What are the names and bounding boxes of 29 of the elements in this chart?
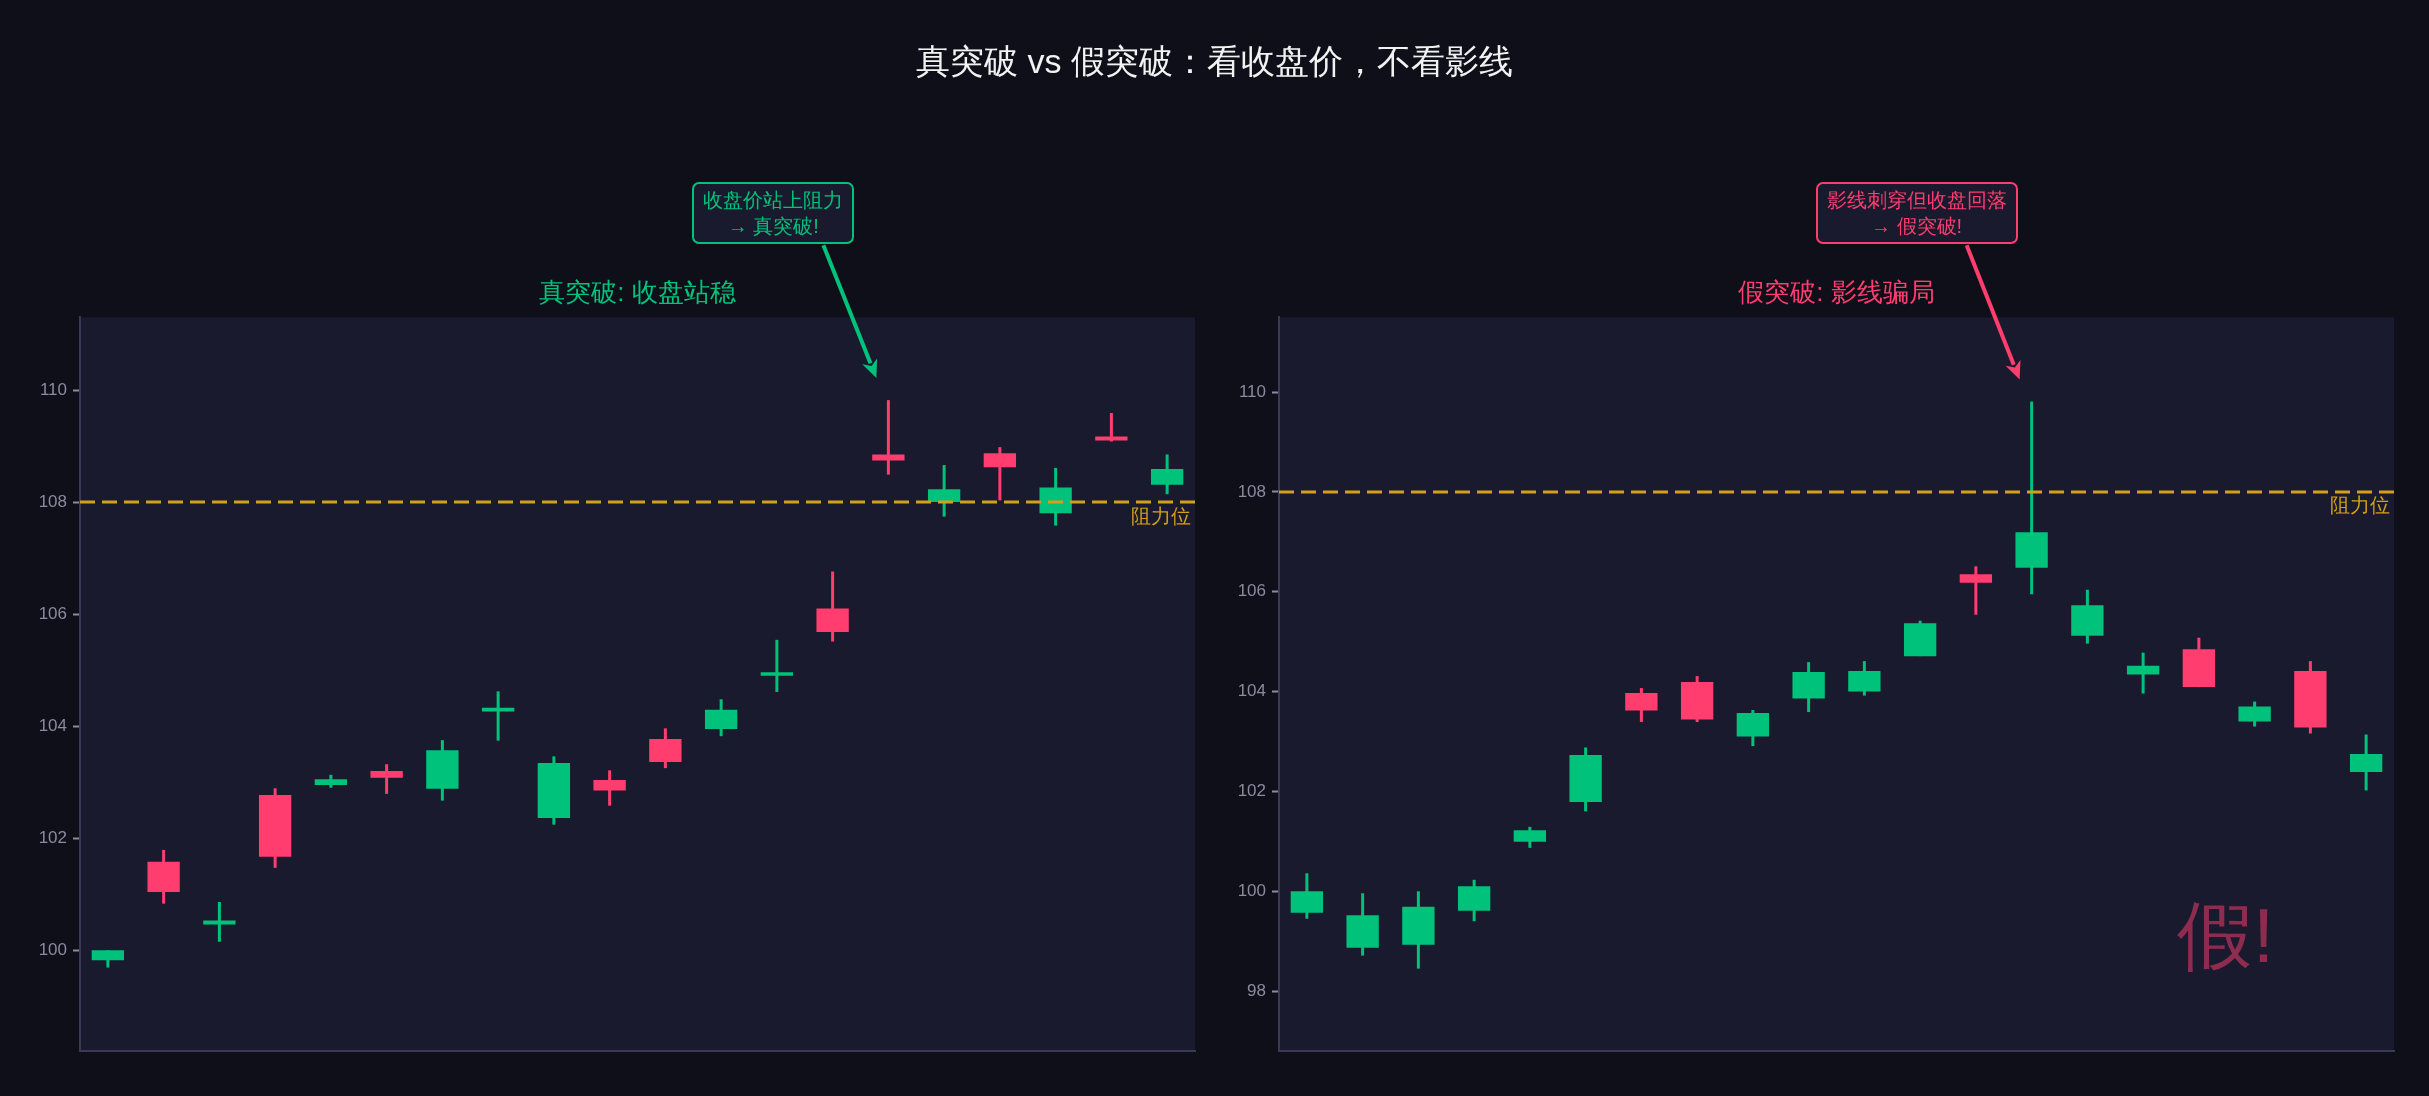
- y-tick-label: 102: [38, 827, 67, 847]
- text: 收盘价站上阻力 → 真突破!: [692, 182, 855, 245]
- candlestick: [481, 691, 515, 741]
- candlestick: [872, 400, 905, 475]
- y-tick-label: 98: [1247, 980, 1266, 1000]
- candlestick: [593, 770, 626, 806]
- candlestick: [1959, 566, 1993, 615]
- chart-subtitle: 真突破: 收盘站稳: [539, 276, 736, 307]
- ref-line-label: 阻力位: [2330, 494, 2390, 517]
- text: 影线刺穿但收盘回落 → 假突破!: [1815, 182, 2018, 245]
- candlestick: [760, 638, 794, 692]
- y-tick-label: 108: [38, 491, 67, 511]
- y-tick-label: 106: [38, 603, 67, 623]
- y-tick-label: 106: [1237, 581, 1266, 601]
- y-tick-label: 110: [39, 379, 67, 399]
- candlestick: [2126, 652, 2160, 694]
- y-tick-label: 100: [1237, 880, 1266, 900]
- y-tick-label: 100: [38, 939, 67, 959]
- y-tick-label: 110: [1238, 381, 1266, 401]
- candlestick: [203, 902, 236, 942]
- y-tick-label: 104: [1237, 681, 1266, 701]
- chart-subtitle: 假突破: 影线骗局: [1738, 276, 1935, 307]
- y-tick-label: 104: [38, 715, 67, 735]
- candlestick: [370, 764, 403, 794]
- annotation: 假!: [2177, 893, 2275, 978]
- y-tick-label: 108: [1237, 481, 1266, 501]
- y-tick-label: 102: [1237, 781, 1266, 801]
- ref-line-label: 阻力位: [1131, 504, 1191, 527]
- chart-title: 真突破 vs 假突破：看收盘价，不看影线: [916, 41, 1513, 82]
